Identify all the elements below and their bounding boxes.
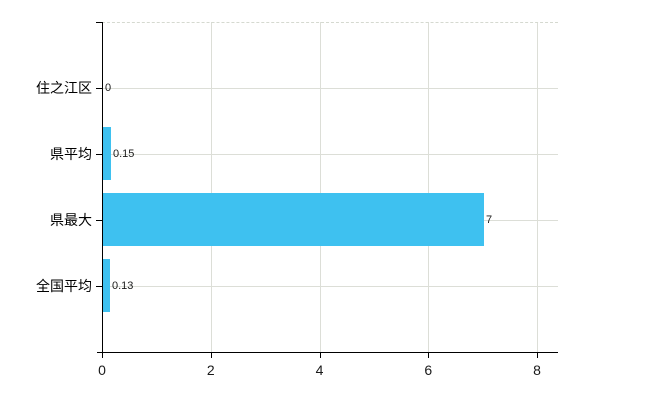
bar-value-label: 0.15 xyxy=(113,148,135,160)
y-axis-tick xyxy=(96,220,102,221)
row-gridline xyxy=(102,286,558,287)
bar xyxy=(103,127,111,180)
x-axis-tick xyxy=(319,352,321,358)
gridline-vertical xyxy=(428,22,430,352)
category-label: 県平均 xyxy=(50,146,92,162)
row-gridline xyxy=(102,154,558,155)
row-gridline xyxy=(102,88,558,89)
plot-top-border xyxy=(102,22,558,23)
bar-value-label: 0.13 xyxy=(112,280,134,292)
x-tick-label: 6 xyxy=(424,362,433,378)
gridline-vertical xyxy=(537,22,538,352)
y-axis-top-tick xyxy=(96,22,102,23)
x-axis-tick xyxy=(428,352,430,358)
bar-value-label: 7 xyxy=(486,214,493,226)
x-axis-tick xyxy=(210,352,212,358)
y-axis-tick xyxy=(96,88,102,89)
y-axis xyxy=(102,22,103,358)
category-label: 住之江区 xyxy=(36,80,92,96)
bar xyxy=(103,259,110,312)
bar xyxy=(103,193,484,246)
x-tick-label: 2 xyxy=(206,362,215,378)
y-axis-tick xyxy=(96,154,102,155)
category-label: 全国平均 xyxy=(36,278,92,294)
x-axis-tick xyxy=(102,352,103,358)
gridline-vertical xyxy=(319,22,321,352)
y-axis-tick xyxy=(96,286,102,287)
bar-value-label: 0 xyxy=(105,82,112,94)
x-axis-tick xyxy=(537,352,538,358)
x-tick-label: 0 xyxy=(98,362,106,378)
x-axis xyxy=(97,352,558,353)
category-label: 県最大 xyxy=(50,212,92,228)
x-tick-label: 4 xyxy=(315,362,324,378)
gridline-vertical xyxy=(210,22,212,352)
x-tick-label: 8 xyxy=(533,362,541,378)
